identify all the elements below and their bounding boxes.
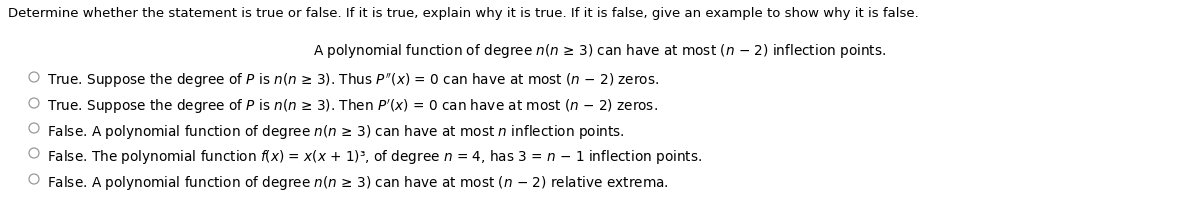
- Text: True. Suppose the degree of $P$ is $n$($n$ ≥ 3). Thus $P''$($x$) = 0 can have at: True. Suppose the degree of $P$ is $n$($…: [47, 72, 659, 90]
- Text: A polynomial function of degree $n$($n$ ≥ 3) can have at most ($n$ − 2) inflecti: A polynomial function of degree $n$($n$ …: [313, 42, 887, 60]
- Text: True. Suppose the degree of $P$ is $n$($n$ ≥ 3). Then $P'$($x$) = 0 can have at : True. Suppose the degree of $P$ is $n$($…: [47, 98, 658, 116]
- Text: False. A polynomial function of degree $n$($n$ ≥ 3) can have at most $n$ inflect: False. A polynomial function of degree $…: [47, 123, 625, 141]
- Text: False. A polynomial function of degree $n$($n$ ≥ 3) can have at most ($n$ − 2) r: False. A polynomial function of degree $…: [47, 174, 668, 192]
- Text: False. The polynomial function $f$($x$) = $x$($x$ + 1)³, of degree $n$ = 4, has : False. The polynomial function $f$($x$) …: [47, 148, 702, 166]
- Text: Determine whether the statement is true or false. If it is true, explain why it : Determine whether the statement is true …: [8, 7, 919, 20]
